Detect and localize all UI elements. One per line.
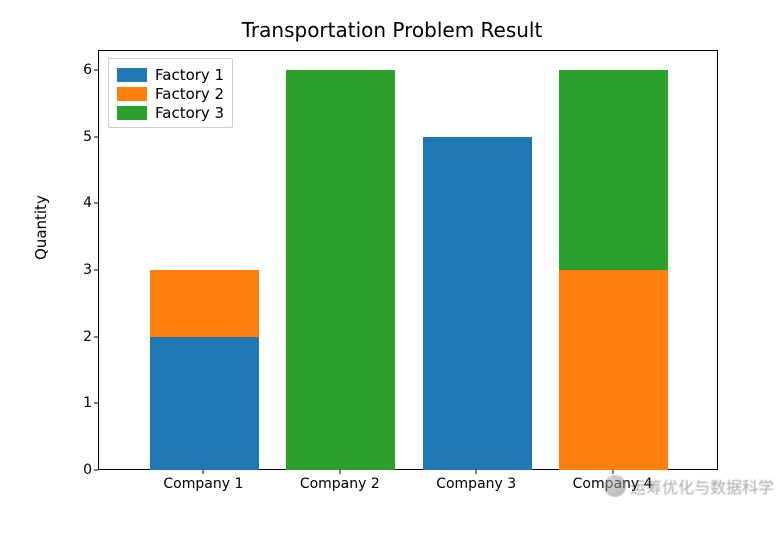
y-tick-mark xyxy=(94,470,98,471)
x-tick-label: Company 1 xyxy=(163,476,243,492)
y-axis-label: Quantity xyxy=(32,195,50,260)
y-tick-label: 6 xyxy=(83,62,92,78)
bar-segment xyxy=(150,337,259,470)
y-tick-mark xyxy=(94,403,98,404)
y-tick-label: 2 xyxy=(83,329,92,345)
legend-swatch xyxy=(117,106,147,120)
y-tick-label: 3 xyxy=(83,262,92,278)
y-tick-label: 4 xyxy=(83,195,92,211)
bar-segment xyxy=(559,270,668,470)
legend-swatch xyxy=(117,87,147,101)
x-tick-label: Company 2 xyxy=(300,476,380,492)
y-tick-mark xyxy=(94,70,98,71)
bar-segment xyxy=(423,137,532,470)
y-tick-label: 0 xyxy=(83,462,92,478)
legend-label: Factory 1 xyxy=(155,66,224,84)
y-tick-mark xyxy=(94,136,98,137)
legend-item: Factory 1 xyxy=(117,66,224,84)
legend-label: Factory 3 xyxy=(155,104,224,122)
x-tick-mark xyxy=(476,470,477,474)
bar-segment xyxy=(286,70,395,470)
chart-title: Transportation Problem Result xyxy=(0,18,784,42)
legend-swatch xyxy=(117,68,147,82)
legend-label: Factory 2 xyxy=(155,85,224,103)
bar-segment xyxy=(559,70,668,270)
watermark-icon xyxy=(604,475,626,497)
y-tick-mark xyxy=(94,203,98,204)
x-tick-mark xyxy=(339,470,340,474)
x-tick-mark xyxy=(203,470,204,474)
y-tick-mark xyxy=(94,336,98,337)
watermark-text: 运筹优化与数据科学 xyxy=(630,474,774,498)
y-tick-label: 1 xyxy=(83,395,92,411)
y-tick-mark xyxy=(94,270,98,271)
legend: Factory 1Factory 2Factory 3 xyxy=(108,58,233,128)
y-tick-label: 5 xyxy=(83,129,92,145)
legend-item: Factory 2 xyxy=(117,85,224,103)
x-tick-label: Company 3 xyxy=(436,476,516,492)
bar-segment xyxy=(150,270,259,337)
legend-item: Factory 3 xyxy=(117,104,224,122)
watermark: 运筹优化与数据科学 xyxy=(604,474,774,498)
